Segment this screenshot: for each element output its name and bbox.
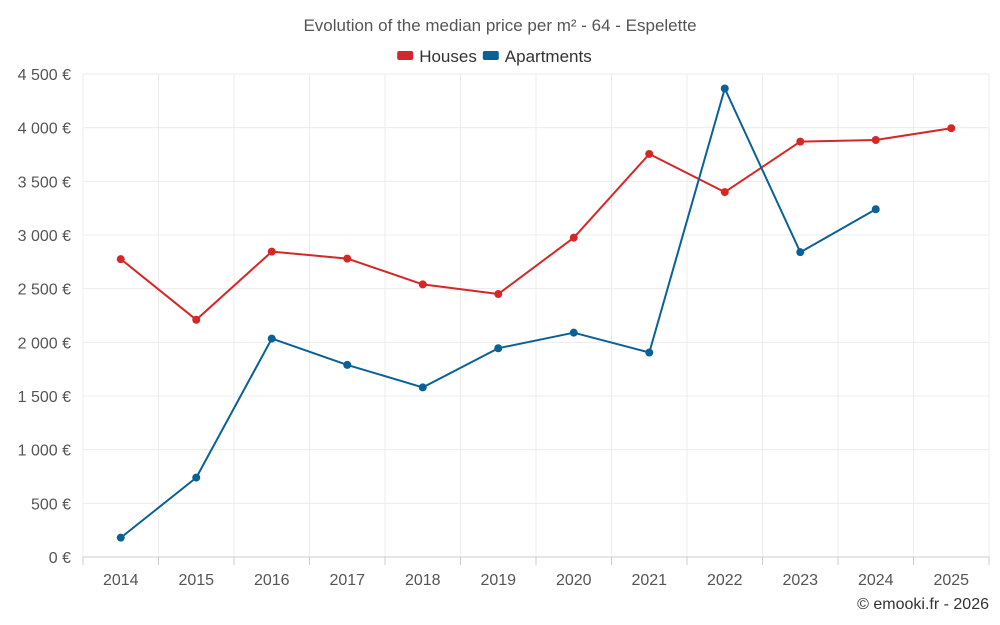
data-point-houses-2018[interactable] xyxy=(418,280,427,289)
data-point-houses-2015[interactable] xyxy=(192,315,201,324)
y-tick-label: 1 000 € xyxy=(18,443,71,460)
data-point-apartments-2016[interactable] xyxy=(267,334,276,343)
y-tick-label: 1 500 € xyxy=(18,389,71,406)
y-tick-label: 3 500 € xyxy=(18,174,71,191)
data-point-apartments-2018[interactable] xyxy=(418,383,427,392)
data-point-apartments-2024[interactable] xyxy=(871,205,880,214)
y-tick-label: 4 500 € xyxy=(18,67,71,84)
legend-swatch-houses xyxy=(397,51,414,60)
x-tick-label: 2015 xyxy=(178,572,214,589)
data-point-apartments-2023[interactable] xyxy=(796,248,805,257)
y-tick-label: 2 500 € xyxy=(18,282,71,299)
legend-label-apartments: Apartments xyxy=(505,47,592,66)
x-tick-label: 2024 xyxy=(858,572,894,589)
y-tick-label: 500 € xyxy=(31,496,71,513)
data-point-apartments-2019[interactable] xyxy=(494,344,503,353)
y-tick-label: 2 000 € xyxy=(18,335,71,352)
y-tick-label: 3 000 € xyxy=(18,228,71,245)
data-point-houses-2021[interactable] xyxy=(645,149,654,158)
y-tick-label: 4 000 € xyxy=(18,121,71,138)
credit-text: © emooki.fr - 2026 xyxy=(857,596,989,613)
series-layer xyxy=(116,84,956,542)
data-point-apartments-2021[interactable] xyxy=(645,348,654,357)
data-point-houses-2020[interactable] xyxy=(569,233,578,242)
series-houses xyxy=(116,124,956,324)
x-tick-label: 2020 xyxy=(556,572,592,589)
data-point-houses-2019[interactable] xyxy=(494,290,503,299)
x-tick-label: 2025 xyxy=(933,572,969,589)
x-tick-label: 2023 xyxy=(782,572,818,589)
data-point-apartments-2014[interactable] xyxy=(116,533,125,542)
data-point-houses-2017[interactable] xyxy=(343,254,352,263)
x-tick-label: 2018 xyxy=(405,572,441,589)
x-tick-label: 2021 xyxy=(631,572,667,589)
x-tick-label: 2014 xyxy=(103,572,139,589)
series-apartments xyxy=(116,84,880,542)
grid-vertical xyxy=(82,74,990,557)
data-point-apartments-2015[interactable] xyxy=(192,473,201,482)
axis xyxy=(82,556,990,565)
data-point-houses-2016[interactable] xyxy=(267,247,276,256)
data-point-houses-2014[interactable] xyxy=(116,255,125,264)
data-point-apartments-2020[interactable] xyxy=(569,328,578,337)
x-tick-label: 2016 xyxy=(254,572,290,589)
data-point-houses-2022[interactable] xyxy=(720,188,729,197)
chart-title: Evolution of the median price per m² - 6… xyxy=(303,16,696,35)
data-point-houses-2023[interactable] xyxy=(796,137,805,146)
y-axis-ticks: 0 € 500 € 1 000 € 1 500 € 2 000 € 2 500 € 3 00… xyxy=(18,67,71,567)
legend-swatch-apartments xyxy=(482,51,499,60)
data-point-houses-2024[interactable] xyxy=(871,136,880,145)
legend-label-houses: Houses xyxy=(419,47,477,66)
legend: Houses Apartments xyxy=(397,47,592,66)
x-tick-label: 2022 xyxy=(707,572,743,589)
data-point-apartments-2017[interactable] xyxy=(343,360,352,369)
x-tick-label: 2019 xyxy=(480,572,516,589)
x-axis-ticks: 2014 2015 2016 2017 2018 2019 2020 2021 2022 2023… xyxy=(103,572,969,589)
data-point-apartments-2022[interactable] xyxy=(720,84,729,93)
series-line-houses xyxy=(120,127,952,321)
x-tick-label: 2017 xyxy=(329,572,365,589)
y-tick-label: 0 € xyxy=(49,550,71,567)
data-point-houses-2025[interactable] xyxy=(947,124,956,133)
